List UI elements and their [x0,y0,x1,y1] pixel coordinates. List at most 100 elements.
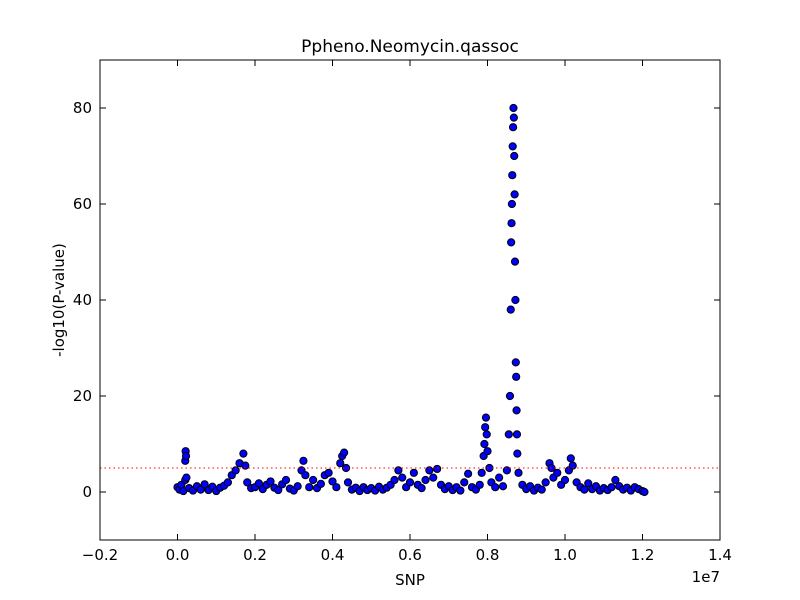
y-tick-label: 0 [82,483,92,501]
snp-point [485,463,494,473]
snp-point [480,439,489,449]
x-tick-label: 0.4 [321,546,345,564]
snp-point [433,464,442,474]
snp-point [332,483,341,492]
snp-point [483,447,492,456]
snp-point [429,473,438,482]
snp-point [481,413,491,422]
snp-point [390,475,399,485]
snp-point [508,171,517,180]
snp-point [475,480,484,489]
x-axis-offset-label: 1e7 [692,568,720,586]
snp-point [398,473,407,482]
snp-point [505,391,515,401]
snp-point [512,406,521,415]
snp-point [580,485,589,494]
snp-point [514,468,523,477]
snp-point [507,219,516,228]
snp-point [607,483,616,492]
snp-point [566,454,575,463]
chart-title: Ppheno.Neomycin.qassoc [301,37,519,57]
snp-point [394,466,403,475]
snp-point [568,461,577,470]
snp-point [508,123,518,132]
y-tick-label: 40 [73,291,92,309]
snp-point [508,142,517,151]
y-axis-ticks: 0 20 40 60 80 [73,99,720,501]
snp-point [502,466,511,475]
snp-point [299,456,308,465]
snp-point [510,257,520,266]
snp-point [181,451,191,461]
snp-point [640,487,649,497]
snp-point [509,103,518,113]
x-tick-label: 1.0 [553,546,577,564]
snp-point [511,358,520,367]
snp-point [477,468,486,477]
y-tick-label: 60 [73,195,92,213]
snp-point [274,485,283,495]
snp-point [223,478,232,487]
snp-point [324,468,333,477]
y-tick-label: 80 [73,99,92,117]
x-axis-label: SNP [395,571,425,589]
snp-point [511,295,520,305]
snp-point [509,113,518,122]
x-tick-label: 1.4 [708,546,732,564]
snp-point [316,479,325,488]
snp-point [409,468,418,477]
x-tick-label: 0.8 [476,546,500,564]
x-tick-label: 0.0 [166,546,190,564]
x-tick-label: −0.2 [82,546,118,564]
x-tick-label: 1.2 [631,546,655,564]
x-tick-label: 0.2 [243,546,267,564]
snp-point [309,475,318,485]
snp-point [513,449,522,458]
snp-point [506,305,515,314]
snp-point [341,463,351,473]
snp-point [498,482,508,491]
snp-point [243,478,252,487]
snp-point [254,479,263,488]
snp-point [560,475,570,485]
snp-point [305,483,314,492]
snp-point [481,423,490,432]
snp-point [537,485,546,494]
snp-point [464,469,473,478]
snp-point [425,466,434,475]
snp-point [200,480,209,489]
snp-point [417,484,426,493]
x-tick-label: 0.6 [398,546,422,564]
snp-point [460,478,469,487]
snp-point [495,473,504,482]
snp-point [482,430,491,439]
snp-point [281,475,291,485]
snp-point [421,475,430,485]
snp-point [328,477,337,486]
y-tick-label: 20 [73,387,92,405]
snp-point [343,478,353,487]
snp-point [241,461,250,470]
data-points [173,103,649,497]
snp-point [504,430,513,439]
snp-point [507,238,516,247]
snp-point [405,478,415,487]
y-axis-label: -log10(P-value) [50,243,68,357]
snp-point [510,151,519,161]
snp-point [512,430,522,439]
snp-point [182,473,191,482]
snp-point [507,199,517,209]
snp-point [611,475,620,485]
snp-point [340,448,349,457]
snp-point [301,471,310,480]
snp-point [456,486,465,495]
snp-point [266,477,275,486]
x-axis-ticks: −0.2 0.0 0.2 0.4 0.6 0.8 1.0 1.2 1.4 [82,60,732,564]
snp-point [512,372,521,381]
snp-point [584,479,593,488]
snp-point [491,483,500,492]
snp-point [510,190,519,199]
snp-point [553,468,562,477]
